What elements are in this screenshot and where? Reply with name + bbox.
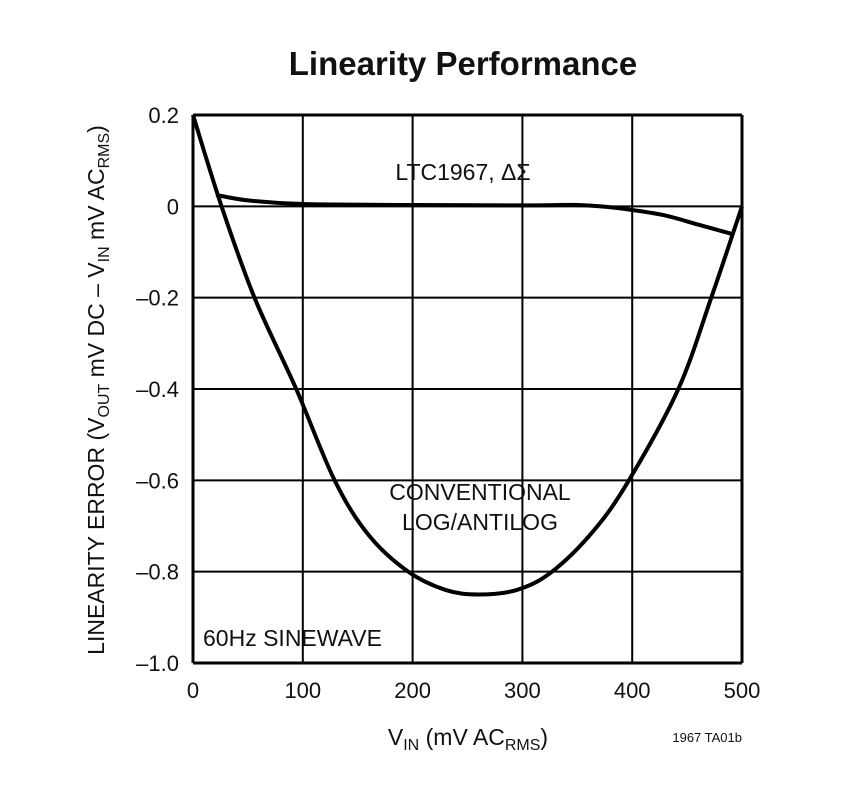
annotation-condition: 60Hz SINEWAVE [203, 625, 382, 651]
y-axis-label: LINEARITY ERROR (VOUT mV DC – VIN mV ACR… [83, 125, 113, 655]
series-line-conventional [191, 114, 744, 597]
x-tick-label: 500 [724, 678, 761, 703]
x-tick-label: 200 [394, 678, 431, 703]
annotation-conventional: CONVENTIONAL [389, 479, 571, 505]
series-line-ltc1967 [215, 192, 732, 236]
y-tick-label: 0 [167, 194, 179, 219]
y-tick-label: 0.2 [148, 103, 179, 128]
annotation-ltc1967: LTC1967, ΔΣ [395, 159, 530, 185]
series-lines [191, 114, 744, 597]
x-axis-label: VIN (mV ACRMS) [388, 724, 548, 754]
y-tick-label: –0.4 [136, 377, 179, 402]
y-tick-label: –0.6 [136, 468, 179, 493]
chart-title: Linearity Performance [289, 45, 637, 82]
figure-id: 1967 TA01b [672, 730, 742, 745]
y-tick-labels: 0.2 0 –0.2 –0.4 –0.6 –0.8 –1.0 [136, 103, 179, 676]
annotation-log-antilog: LOG/ANTILOG [402, 509, 558, 535]
grid [191, 113, 744, 665]
x-tick-label: 100 [284, 678, 321, 703]
x-tick-label: 400 [614, 678, 651, 703]
y-tick-label: –1.0 [136, 651, 179, 676]
y-tick-label: –0.8 [136, 560, 179, 585]
x-tick-label: 300 [504, 678, 541, 703]
x-tick-labels: 0 100 200 300 400 500 [187, 678, 760, 703]
y-tick-label: –0.2 [136, 286, 179, 311]
x-tick-label: 0 [187, 678, 199, 703]
